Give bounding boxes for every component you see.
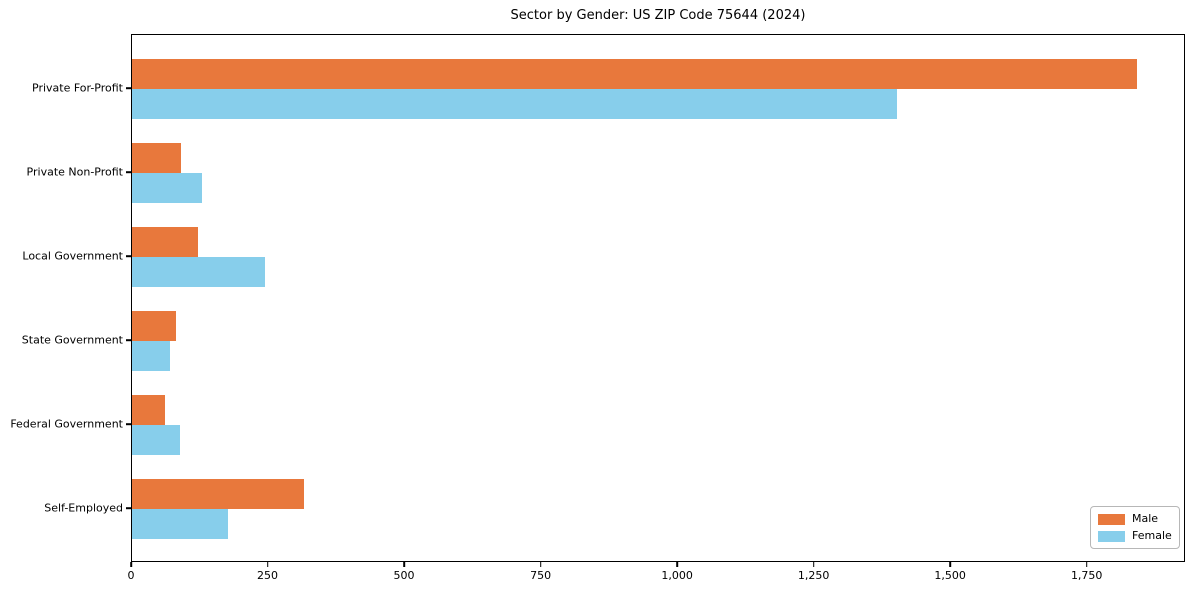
bar-female-1 [132,89,897,119]
y-tick-mark [126,171,131,173]
legend-swatch-female [1098,530,1125,542]
x-tick-label: 1,750 [1070,569,1103,582]
legend-item-male: Male [1098,513,1171,525]
y-tick-mark [126,339,131,341]
x-tick-mark [266,562,269,567]
x-tick-label: 0 [127,569,135,582]
x-tick-mark [676,562,678,567]
legend-label: Male [1132,512,1159,525]
y-tick-mark [126,423,131,425]
x-tick-label: 750 [530,569,552,582]
bar-female-6 [132,509,228,539]
bar-male-6 [132,479,305,509]
x-tick-mark [130,562,132,567]
bar-male-5 [132,395,165,425]
y-tick-label: Local Government [22,249,123,263]
y-tick-mark [126,87,131,89]
legend: Male Female [1090,506,1180,549]
bar-male-1 [132,59,1137,89]
bar-male-4 [132,311,176,341]
bar-female-2 [132,173,202,203]
x-tick-mark [812,562,815,567]
x-tick-label: 1,250 [797,569,830,582]
bar-female-4 [132,341,171,371]
x-tick-mark [539,562,542,567]
y-tick-mark [126,255,131,257]
x-tick-mark [1085,562,1088,567]
bar-female-3 [132,257,266,287]
y-tick-mark [126,507,131,509]
y-tick-label: Self-Employed [44,501,123,515]
y-tick-label: Private Non-Profit [26,165,123,179]
legend-item-female: Female [1098,529,1172,542]
x-tick-label: 1,000 [661,569,693,582]
x-tick-mark [403,562,405,567]
legend-swatch-male [1098,513,1125,525]
legend-label: Female [1132,529,1172,542]
plot-area [131,34,1185,562]
bar-female-5 [132,425,180,455]
x-tick-label: 1,500 [934,569,966,582]
y-tick-label: Federal Government [10,417,123,431]
y-tick-label: Private For-Profit [32,81,123,95]
x-tick-label: 500 [393,569,415,582]
bar-male-3 [132,227,198,257]
bar-male-2 [132,143,182,173]
y-tick-label: State Government [21,333,123,347]
chart-title: Sector by Gender: US ZIP Code 75644 (202… [510,8,806,23]
x-tick-label: 250 [257,569,279,582]
x-tick-mark [949,562,951,567]
